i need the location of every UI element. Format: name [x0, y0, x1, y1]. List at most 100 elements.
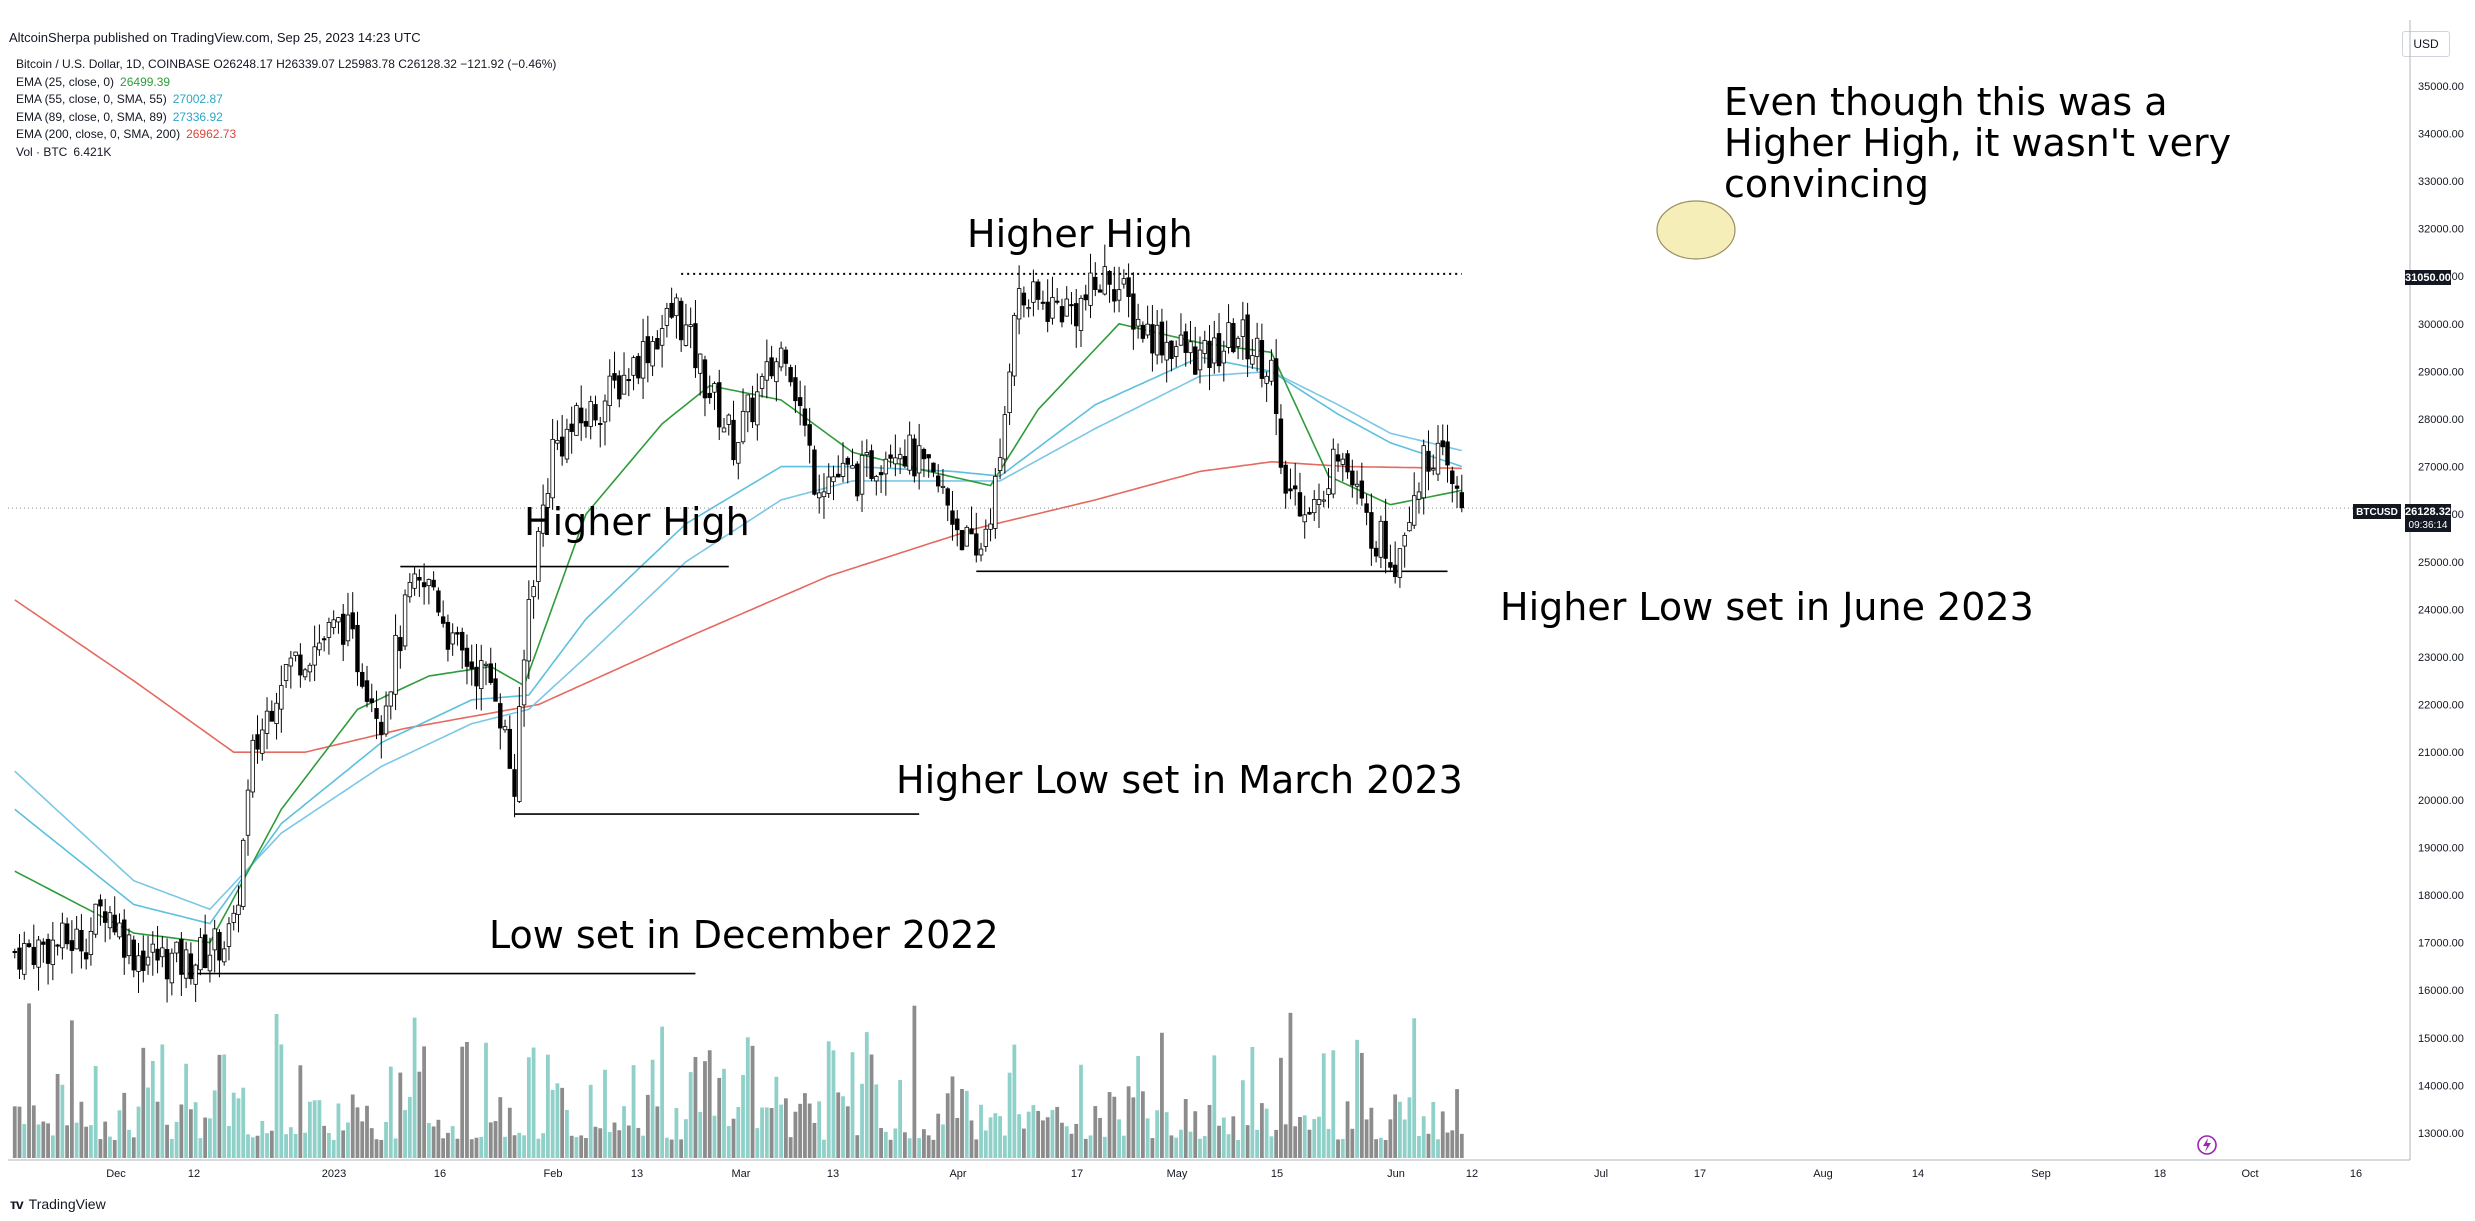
candle-body — [845, 457, 850, 465]
volume-bar — [755, 1128, 760, 1158]
candle-body — [383, 705, 389, 735]
footer-brand[interactable]: ᴛv TradingView — [10, 1196, 106, 1212]
volume-bar — [1378, 1137, 1383, 1158]
candle-body — [1145, 323, 1150, 336]
volume-bar — [1388, 1119, 1393, 1158]
candle-body — [1240, 319, 1246, 337]
volume-bar — [1450, 1130, 1455, 1158]
volume-bar — [365, 1105, 369, 1158]
candle-body — [1235, 337, 1241, 347]
candle-body — [598, 423, 603, 426]
price-tick-label: 17000.00 — [2418, 938, 2464, 950]
candle-body — [1150, 324, 1155, 354]
time-tick-label: Sep — [2031, 1168, 2051, 1180]
candle-body — [593, 404, 598, 421]
volume-bar — [869, 1054, 874, 1158]
volume-bar — [650, 1059, 655, 1158]
candle-body — [693, 323, 698, 369]
candle-body — [374, 708, 379, 719]
price-tick-label: 20000.00 — [2418, 795, 2464, 807]
candle-body — [636, 355, 641, 379]
volume-bar — [307, 1101, 312, 1158]
candle-body — [1212, 337, 1217, 364]
symbol-tag-bg — [2353, 504, 2401, 519]
legend-ema200[interactable]: EMA (200, close, 0, SMA, 200) 26962.73 — [16, 127, 237, 141]
volume-bar — [222, 1054, 227, 1158]
time-tick-label: 17 — [1071, 1168, 1083, 1180]
candle-body — [279, 685, 284, 710]
legend-ema25[interactable]: EMA (25, close, 0) 26499.39 — [16, 74, 171, 89]
candle-body — [1207, 340, 1212, 368]
volume-bar — [265, 1133, 269, 1158]
volume-bar — [141, 1047, 146, 1158]
candle-body — [107, 912, 113, 929]
candle-body — [1454, 485, 1460, 489]
volume-bar — [46, 1123, 50, 1158]
volume-bar — [393, 1138, 398, 1158]
candle-body — [1273, 358, 1279, 414]
volume-bar — [355, 1107, 360, 1158]
candle-body — [983, 528, 988, 547]
candle-body — [978, 548, 984, 556]
candle-body — [1007, 371, 1012, 414]
candle-body — [307, 664, 313, 673]
legend-ema89[interactable]: EMA (89, close, 0, SMA, 89) 27336.92 — [16, 109, 223, 124]
price-tick-label: 35000.00 — [2418, 81, 2464, 93]
candles — [12, 244, 1464, 1003]
level-tag: 31050.00 — [2405, 272, 2451, 284]
volume-bar — [707, 1050, 712, 1158]
candle-body — [1412, 495, 1417, 526]
candle-body — [1083, 294, 1088, 301]
candle-body — [926, 454, 931, 459]
volume-bar — [569, 1135, 574, 1158]
volume-bar — [412, 1017, 417, 1158]
volume-bar — [1212, 1055, 1217, 1158]
candle-body — [764, 361, 770, 381]
volume-bar — [1374, 1139, 1379, 1158]
candle-body — [1421, 445, 1426, 499]
volume-bar — [1240, 1080, 1245, 1158]
volume-bar — [931, 1139, 936, 1158]
price-tick-label: 23000.00 — [2418, 652, 2464, 664]
candle-body — [974, 533, 979, 556]
volume-bar — [1198, 1138, 1202, 1158]
candle-body — [412, 573, 417, 589]
volume-bar — [560, 1087, 565, 1158]
volume-bar — [498, 1097, 503, 1158]
candle-body — [521, 659, 527, 706]
volume-bar — [698, 1112, 703, 1158]
legend-ema55[interactable]: EMA (55, close, 0, SMA, 55) 27002.87 — [16, 92, 223, 106]
candle-body — [445, 621, 451, 650]
legend-volume[interactable]: Vol · BTC 6.421K — [16, 144, 112, 159]
volume-bar — [1140, 1091, 1145, 1158]
candle-body — [964, 526, 969, 547]
legend-symbol[interactable]: Bitcoin / U.S. Dollar, 1D, COINBASE O262… — [16, 57, 557, 71]
candle-body — [50, 939, 56, 966]
annotation-higher-low-june: Higher Low set in June 2023 — [1500, 585, 2034, 629]
candle-body — [840, 462, 846, 477]
volume-bar — [831, 1050, 836, 1158]
price-tick-label: 21000.00 — [2418, 747, 2464, 759]
volume-bar — [293, 1134, 298, 1158]
level-lines — [8, 272, 2410, 975]
volume-bar — [1359, 1052, 1364, 1158]
volume-bar — [507, 1107, 512, 1158]
candle-body — [1383, 520, 1388, 559]
volume-bar — [1340, 1138, 1345, 1158]
volume-bar — [679, 1139, 684, 1158]
chart-legend: Bitcoin / U.S. Dollar, 1D, COINBASE O262… — [16, 56, 556, 161]
volume-bar — [122, 1092, 127, 1158]
candle-body — [788, 367, 793, 383]
candle-body — [212, 928, 217, 951]
volume-bar — [174, 1121, 179, 1158]
candle-body — [183, 949, 189, 979]
candle-body — [64, 923, 70, 945]
candle-body — [69, 940, 75, 951]
volume-bar — [1093, 1106, 1098, 1158]
volume-bar — [436, 1119, 441, 1158]
bolt-icon[interactable] — [2197, 1135, 2217, 1155]
candle-body — [440, 616, 446, 624]
volume-bar — [1188, 1131, 1193, 1158]
candle-body — [1364, 503, 1369, 513]
